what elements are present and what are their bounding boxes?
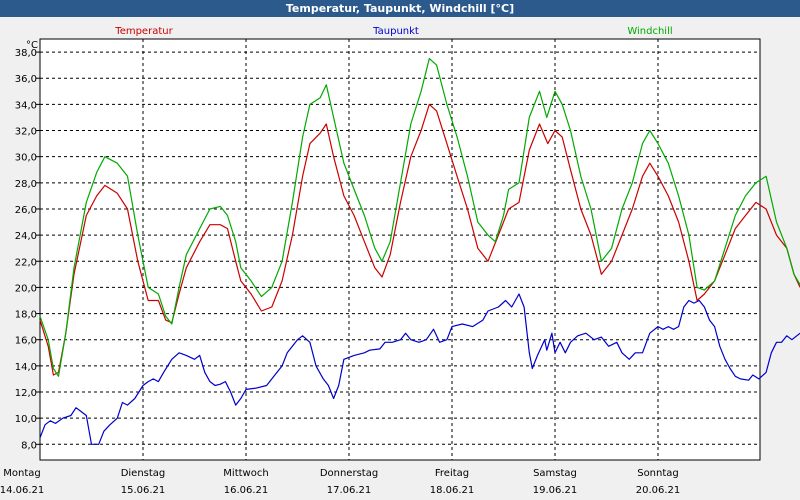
y-tick-label: 36,0 bbox=[15, 74, 37, 85]
y-tick-label: 12,0 bbox=[15, 388, 37, 399]
x-tick-date: 20.06.21 bbox=[636, 485, 681, 496]
x-tick-date: 19.06.21 bbox=[533, 485, 578, 496]
x-tick-date: 18.06.21 bbox=[430, 485, 475, 496]
y-tick-label: 22,0 bbox=[15, 257, 37, 268]
x-tick-day: Freitag bbox=[435, 468, 469, 479]
x-tick-day: Dienstag bbox=[121, 468, 166, 479]
y-tick-label: 26,0 bbox=[15, 205, 37, 216]
x-tick-date: 15.06.21 bbox=[121, 485, 166, 496]
y-tick-label: 14,0 bbox=[15, 362, 37, 373]
y-tick-label: 24,0 bbox=[15, 231, 37, 242]
legend-entry: Temperatur bbox=[114, 26, 173, 37]
x-axis-ticks: Montag 14.06.21 Dienstag 15.06.21 Mittwoch 16… bbox=[0, 468, 680, 496]
series-line-temperatur bbox=[39, 103, 800, 376]
x-tick-day: Samstag bbox=[533, 468, 577, 479]
y-tick-label: 8,0 bbox=[21, 440, 37, 451]
y-tick-label: 16,0 bbox=[15, 336, 37, 347]
legend: Temperatur Taupunkt Windchill bbox=[114, 26, 672, 37]
series-line-taupunkt bbox=[39, 293, 800, 445]
y-tick-label: 20,0 bbox=[15, 283, 37, 294]
plot-area bbox=[39, 38, 761, 461]
x-tick-date: 17.06.21 bbox=[327, 485, 372, 496]
x-tick-day: Montag bbox=[3, 468, 40, 479]
y-tick-label: 10,0 bbox=[15, 414, 37, 425]
title-bar bbox=[0, 0, 800, 17]
chart-title: Temperatur, Taupunkt, Windchill [°C] bbox=[286, 2, 514, 15]
legend-entry: Taupunkt bbox=[372, 26, 419, 37]
x-tick-day: Donnerstag bbox=[320, 468, 378, 479]
series-line-windchill bbox=[39, 57, 800, 377]
y-tick-label: 32,0 bbox=[15, 127, 37, 138]
x-tick-day: Sonntag bbox=[637, 468, 679, 479]
y-tick-label: 28,0 bbox=[15, 179, 37, 190]
y-tick-label: 34,0 bbox=[15, 100, 37, 111]
y-axis-unit: °C bbox=[26, 40, 38, 51]
y-tick-label: 38,0 bbox=[15, 48, 37, 59]
x-tick-date: 16.06.21 bbox=[224, 485, 269, 496]
y-tick-label: 18,0 bbox=[15, 310, 37, 321]
legend-entry: Windchill bbox=[627, 26, 672, 37]
x-tick-date: 14.06.21 bbox=[0, 485, 44, 496]
y-tick-label: 30,0 bbox=[15, 153, 37, 164]
series-lines bbox=[39, 57, 800, 445]
y-axis-ticks: 8,0 10,0 12,0 14,0 16,0 18,0 20,0 22,0 24,0 26,0 2… bbox=[15, 48, 40, 451]
x-tick-day: Mittwoch bbox=[223, 468, 268, 479]
